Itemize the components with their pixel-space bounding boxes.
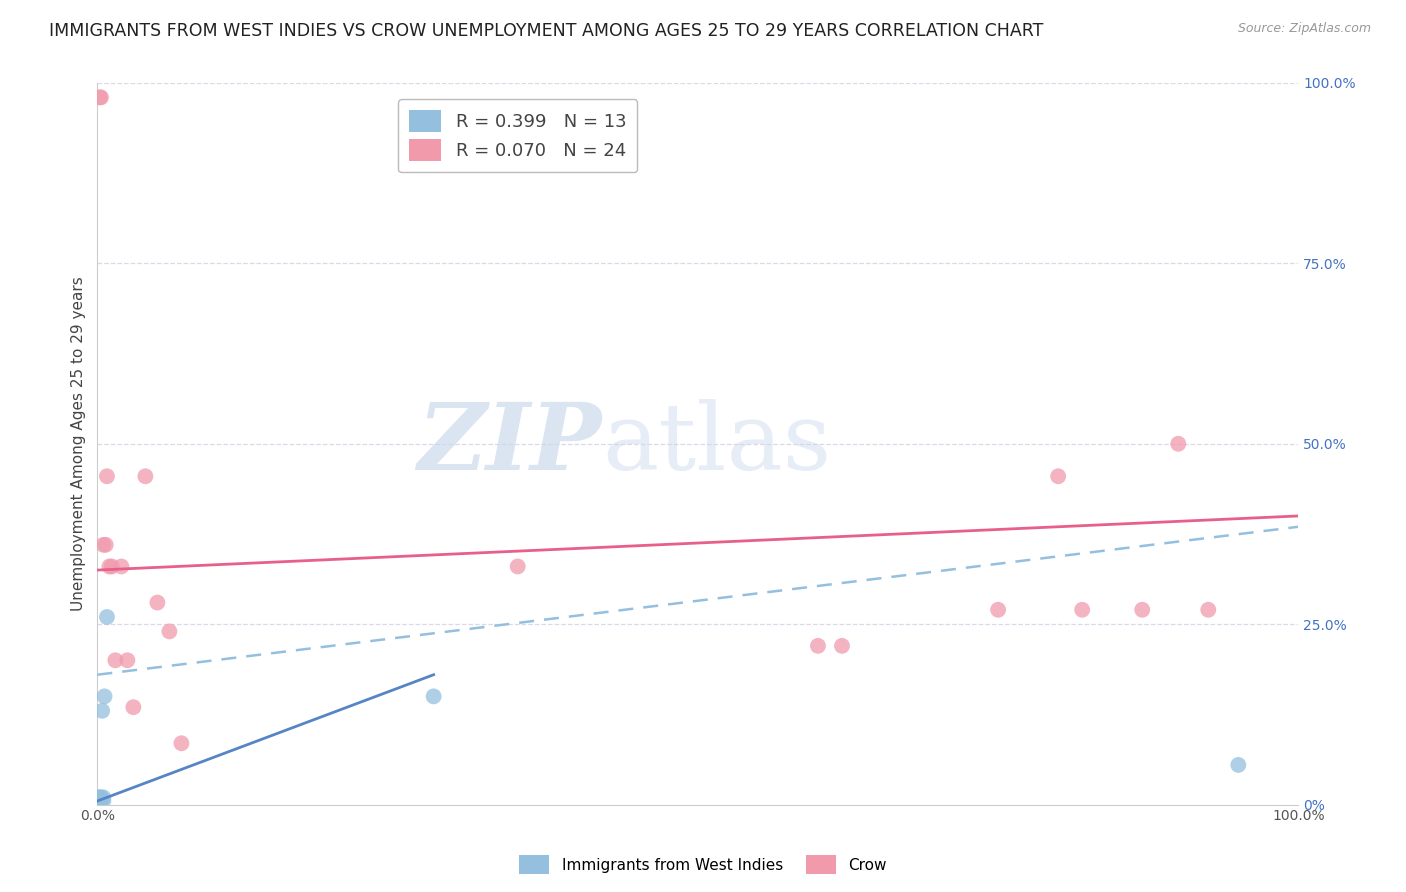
Point [807,639,830,653]
Point [98,559,121,574]
Point [104,653,127,667]
Point [90,794,112,808]
Y-axis label: Unemployment Among Ages 25 to 29 years: Unemployment Among Ages 25 to 29 years [72,277,86,611]
Point [96,469,118,483]
Point [1071,603,1094,617]
Point [422,690,444,704]
Point [89,794,111,808]
Point [1197,603,1219,617]
Point [1167,437,1189,451]
Legend: Immigrants from West Indies, Crow: Immigrants from West Indies, Crow [513,849,893,880]
Point [93,690,115,704]
Legend: R = 0.399   N = 13, R = 0.070   N = 24: R = 0.399 N = 13, R = 0.070 N = 24 [398,99,637,172]
Point [117,653,139,667]
Point [94,538,117,552]
Point [987,603,1010,617]
Point [157,624,180,639]
Point [122,700,145,714]
Text: atlas: atlas [602,399,831,489]
Point [93,794,115,808]
Point [1227,758,1250,772]
Point [90,790,112,805]
Point [89,90,111,104]
Point [100,559,122,574]
Point [146,596,169,610]
Point [93,538,115,552]
Point [89,790,111,805]
Point [87,790,110,805]
Point [87,794,110,808]
Point [96,610,118,624]
Point [110,559,132,574]
Point [91,704,114,718]
Point [93,790,115,805]
Text: ZIP: ZIP [418,399,602,489]
Point [506,559,529,574]
Text: IMMIGRANTS FROM WEST INDIES VS CROW UNEMPLOYMENT AMONG AGES 25 TO 29 YEARS CORRE: IMMIGRANTS FROM WEST INDIES VS CROW UNEM… [49,22,1043,40]
Point [831,639,853,653]
Point [170,736,193,750]
Text: Source: ZipAtlas.com: Source: ZipAtlas.com [1237,22,1371,36]
Point [134,469,156,483]
Point [1130,603,1153,617]
Point [90,90,112,104]
Point [1047,469,1070,483]
